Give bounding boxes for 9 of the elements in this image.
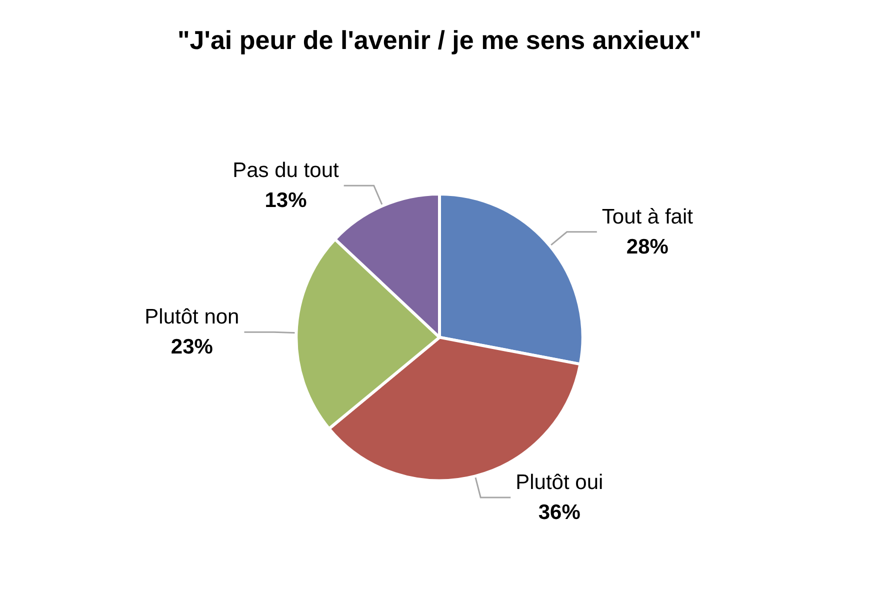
chart-title: "J'ai peur de l'avenir / je me sens anxieux" <box>177 25 702 55</box>
data-label: 36% <box>538 500 581 524</box>
data-label: 28% <box>626 235 669 258</box>
slice-label: Pas du tout <box>232 159 339 182</box>
slice-label: Plutôt oui <box>516 470 604 494</box>
data-label: 23% <box>170 336 214 359</box>
slice-label: Tout à fait <box>602 205 694 228</box>
data-label: 13% <box>264 189 308 212</box>
slice-label: Plutôt non <box>144 306 240 329</box>
